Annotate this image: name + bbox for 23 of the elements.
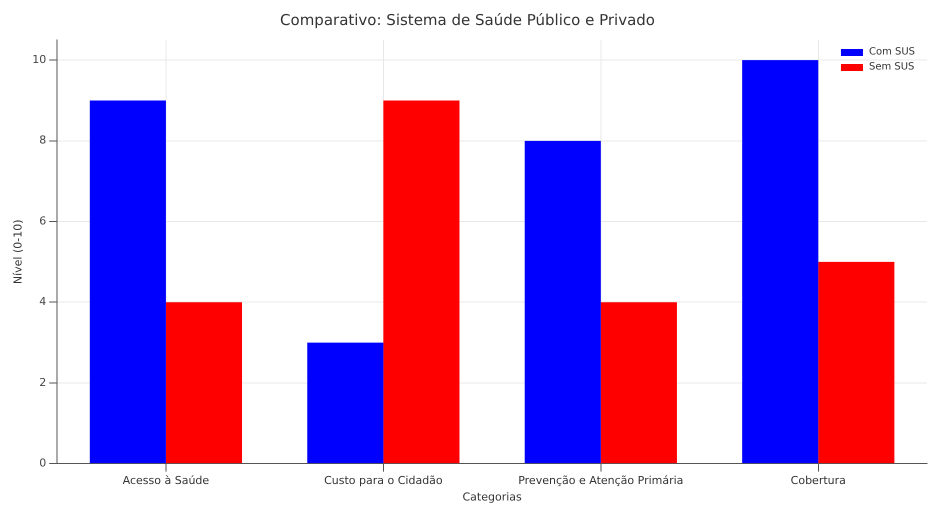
bar [600, 302, 677, 464]
legend-label: Sem SUS [868, 62, 914, 73]
bar [307, 342, 384, 464]
y-tick-label: 4 [39, 295, 46, 308]
x-tick-label: Custo para o Cidadão [324, 474, 443, 488]
legend-label: Com SUS [868, 46, 916, 58]
y-tick-label: 8 [39, 134, 46, 147]
y-axis-title: Nível (0-10) [11, 219, 24, 284]
x-tick-label: Acesso à Saúde [122, 474, 210, 488]
bar [166, 302, 242, 464]
x-tick-label: Prevenção e Atenção Primária [518, 474, 684, 488]
y-tick-label: 6 [39, 214, 46, 228]
bar [524, 140, 601, 464]
y-tick-label: 2 [39, 376, 46, 389]
bar [90, 100, 166, 464]
chart-title: Comparativo: Sistema de Saúde Público e Privado [280, 10, 655, 29]
y-tick-label: 0 [39, 456, 46, 470]
x-axis-title: Categorias [462, 490, 522, 504]
bar [742, 60, 818, 464]
x-tick-label: Cobertura [790, 474, 846, 488]
bar [818, 262, 894, 464]
y-tick-label: 10 [32, 53, 46, 66]
bar [383, 100, 460, 464]
